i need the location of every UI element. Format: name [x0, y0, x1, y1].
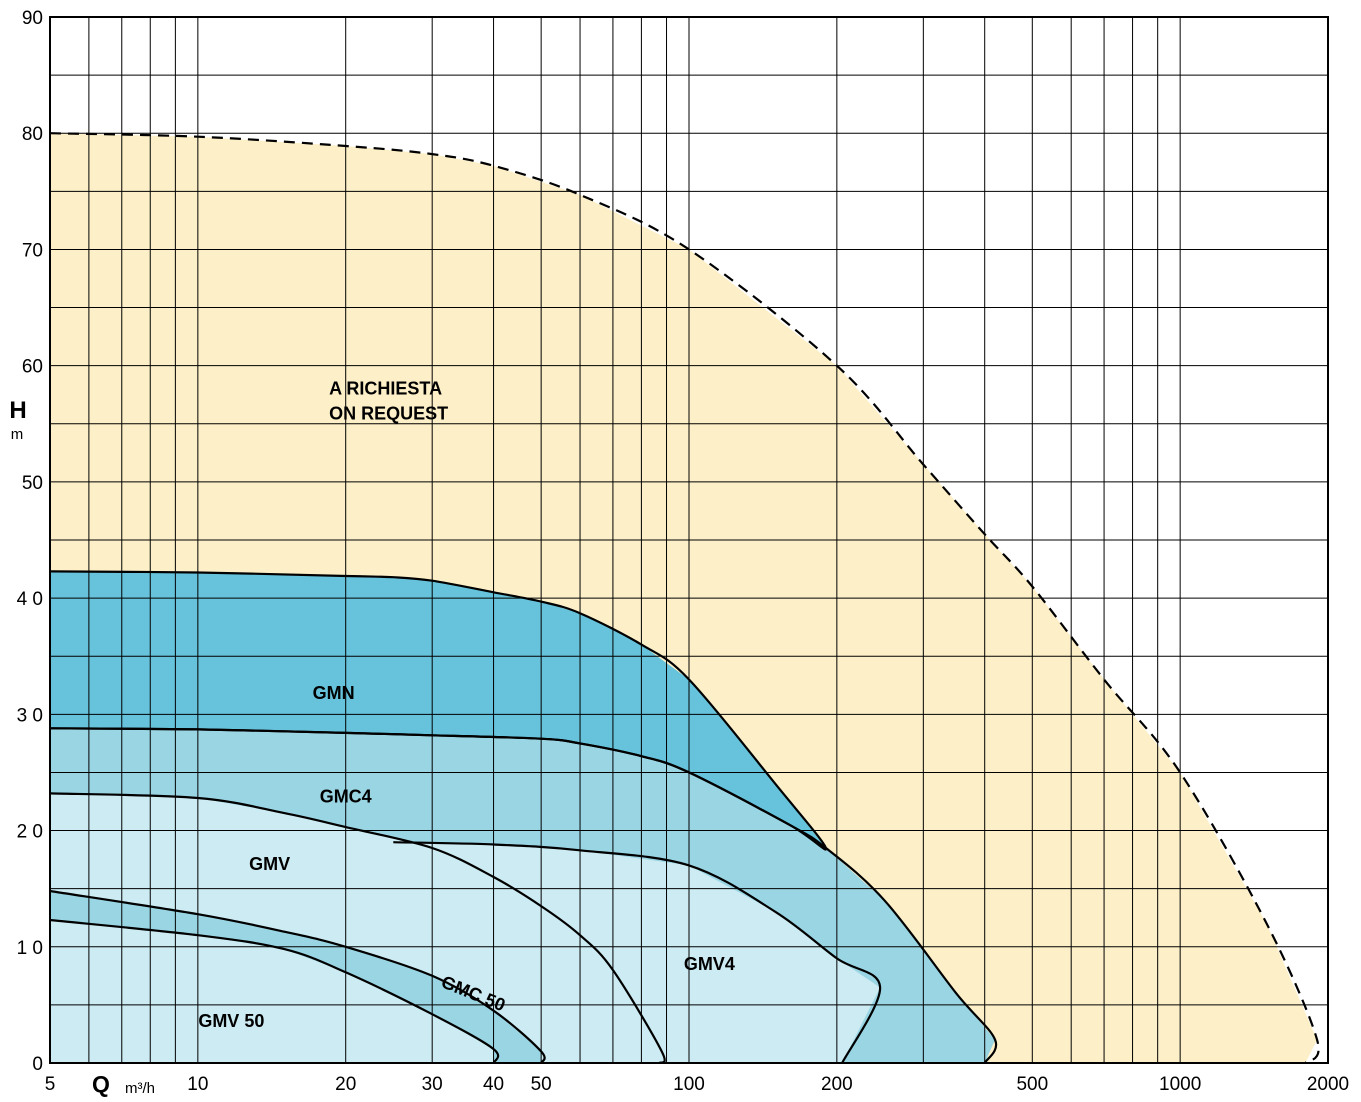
- x-axis-label: Q: [92, 1071, 110, 1097]
- region-curve-2: [49, 727, 998, 1064]
- x-tick-label-3: 30: [422, 1074, 443, 1095]
- region-curve-5: [49, 889, 546, 1064]
- y-tick-label-2: 2 0: [17, 822, 43, 843]
- x-tick-label-1: 10: [187, 1074, 208, 1095]
- x-tick-label-9: 1000: [1159, 1074, 1201, 1095]
- grid-layer: [50, 17, 1328, 1063]
- region-label-0-line-0: A RICHIESTA: [329, 379, 442, 399]
- region-label-2: GMC4: [320, 787, 372, 807]
- region-curve-4: [393, 841, 882, 1064]
- region-curve-3: [49, 792, 666, 1065]
- region-curve-6: [49, 918, 500, 1064]
- x-tick-label-7: 200: [821, 1074, 853, 1095]
- y-tick-label-7: 70: [22, 240, 43, 261]
- region-label-6: GMV 50: [198, 1011, 264, 1031]
- y-tick-label-4: 4 0: [17, 589, 43, 610]
- region-label-3: GMV: [249, 854, 290, 874]
- y-axis-label: H: [9, 397, 26, 424]
- y-tick-label-6: 60: [22, 357, 43, 378]
- x-tick-label-6: 100: [673, 1074, 705, 1095]
- y-tick-label-5: 50: [22, 473, 43, 494]
- region-fill-1: [50, 571, 826, 848]
- y-tick-label-8: 80: [22, 124, 43, 145]
- region-label-4: GMV4: [684, 954, 735, 974]
- region-fill-4: [393, 842, 881, 1063]
- x-tick-label-5: 50: [531, 1074, 552, 1095]
- curve-lines-layer: [49, 132, 1320, 1065]
- tick-labels-layer: 5 10 20 30 40 50 100 200 500 1000 2000 0 1 0 2 0 3 0 4 …: [17, 8, 1350, 1095]
- x-tick-label-10: 2000: [1307, 1074, 1349, 1095]
- plot-frame: [49, 16, 1329, 1064]
- x-tick-label-4: 40: [483, 1074, 504, 1095]
- region-fill-6: [50, 920, 494, 1063]
- y-tick-label-0: 0: [32, 1054, 43, 1075]
- region-label-1: GMN: [313, 683, 355, 703]
- x-tick-label-0: 5: [45, 1074, 56, 1095]
- y-axis-unit: m: [11, 426, 24, 443]
- x-tick-label-8: 500: [1016, 1074, 1048, 1095]
- x-axis-unit: m³/h: [125, 1080, 155, 1097]
- x-tick-label-2: 20: [335, 1074, 356, 1095]
- y-tick-label-1: 1 0: [17, 938, 43, 959]
- plot-frame-layer: [49, 16, 1329, 1064]
- region-label-0-line-1: ON REQUEST: [329, 404, 448, 424]
- y-tick-label-9: 90: [22, 8, 43, 29]
- y-tick-label-3: 3 0: [17, 705, 43, 726]
- region-curve-0: [49, 132, 1320, 1064]
